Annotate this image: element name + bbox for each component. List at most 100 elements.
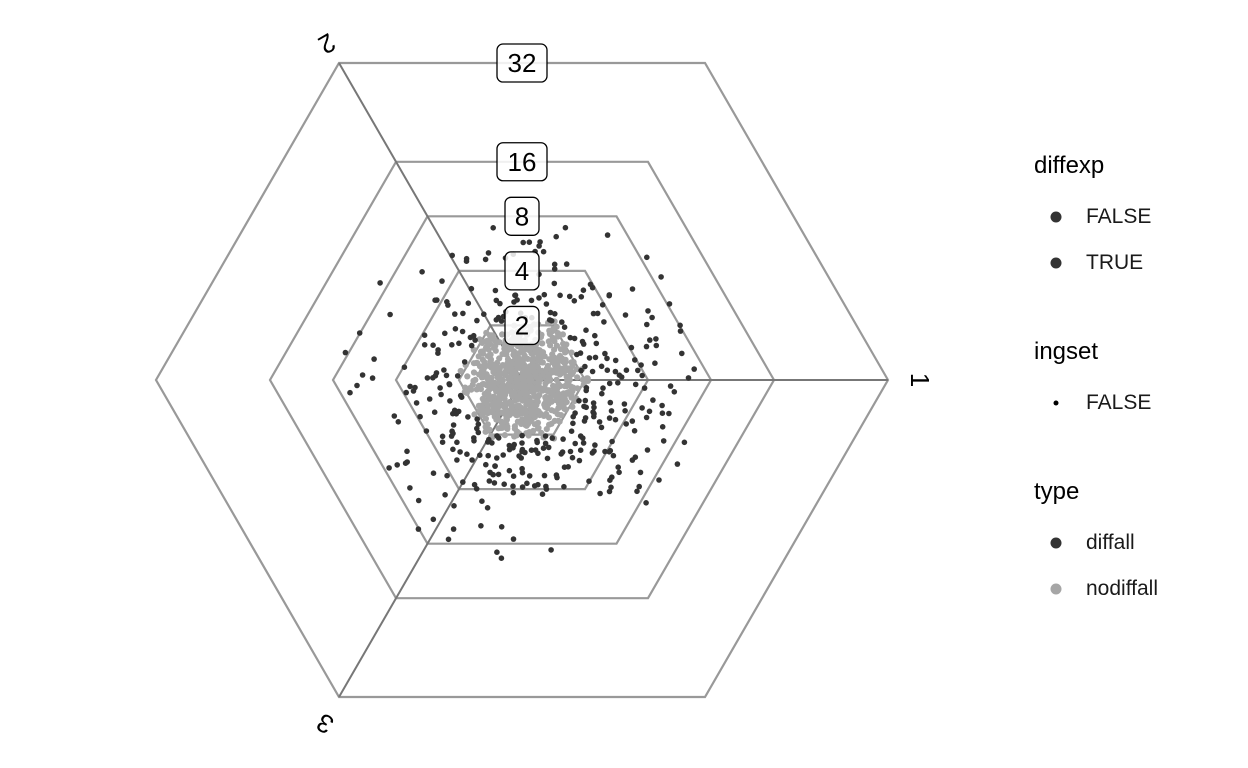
point-nodiffall [510,389,518,397]
point-diffall [471,438,477,444]
point-nodiffall [505,381,512,388]
point-diffall [386,465,392,471]
point-diffall [485,452,492,459]
point-diffall [536,243,542,249]
point-nodiffall [555,417,562,424]
point-diffall [516,453,522,459]
point-diffall [463,258,470,265]
point-diffall [656,477,662,483]
point-diffall [470,332,477,339]
ring-hexagon [331,215,713,545]
legend-label: nodiffall [1086,577,1159,600]
point-diffall [581,418,588,424]
point-diffall [594,310,601,317]
point-diffall [551,261,558,268]
point-diffall [454,457,460,463]
point-nodiffall [569,403,576,410]
point-diffall [430,342,436,349]
point-diffall [487,469,493,476]
axis-line-3 [338,379,523,698]
point-nodiffall [492,339,500,346]
point-nodiffall [521,379,528,386]
point-diffall [612,416,619,423]
point-diffall [644,321,650,328]
point-diffall [653,336,659,342]
point-nodiffall [479,356,486,363]
point-diffall [506,467,513,474]
point-diffall [638,362,644,368]
point-diffall [591,410,597,417]
point-diffall [571,335,578,342]
point-nodiffall [562,349,569,356]
point-nodiffall [464,373,471,380]
point-diffall [674,461,681,467]
point-diffall [415,497,422,504]
point-diffall [391,413,398,419]
point-nodiffall [546,356,553,363]
point-diffall [421,332,428,339]
point-diffall [542,440,549,447]
point-nodiffall [501,410,508,417]
point-nodiffall [489,361,496,368]
point-diffall [439,433,446,440]
point-diffall [590,400,597,406]
point-diffall [547,309,554,316]
point-diffall [457,449,463,455]
point-nodiffall [568,383,575,390]
point-nodiffall [479,348,486,355]
point-diffall [540,445,547,452]
point-diffall [592,442,598,448]
point-diffall [519,440,525,446]
axis-label-1: 1 [905,373,935,387]
point-nodiffall [511,433,518,440]
point-nodiffall [457,367,464,375]
point-nodiffall [498,418,505,425]
point-diffall [475,421,482,428]
point-nodiffall [527,401,534,408]
point-nodiffall [521,366,528,373]
point-nodiffall [492,385,499,392]
point-diffall [430,470,437,477]
point-diffall [450,430,456,437]
point-diffall [570,413,576,420]
point-diffall [643,343,650,350]
point-nodiffall [510,351,517,358]
point-diffall [445,536,452,543]
point-nodiffall [534,398,541,405]
point-diffall [455,408,462,415]
point-diffall [439,278,445,284]
point-diffall [587,281,594,288]
point-diffall [568,428,575,435]
point-diffall [628,344,635,351]
point-nodiffall [549,351,556,358]
point-diffall [639,405,645,411]
point-nodiffall [496,393,503,400]
point-diffall [610,452,617,459]
ring-hexagon [154,61,890,699]
point-diffall [650,397,656,403]
point-diffall [660,438,667,444]
point-nodiffall [494,411,501,418]
point-diffall [540,248,547,255]
point-diffall [485,439,491,445]
point-diffall [604,367,611,374]
point-diffall [653,342,660,349]
ring-grid [154,61,890,699]
legend-ingset: ingset FALSE [1034,338,1151,426]
point-diffall [481,311,487,318]
point-diffall [644,254,650,261]
point-diffall [541,472,548,479]
point-nodiffall [502,372,509,379]
point-nodiffall [503,351,510,358]
point-diffall [446,381,453,387]
point-nodiffall [535,424,542,432]
point-diffall [449,342,455,348]
point-nodiffall [484,409,491,417]
point-nodiffall [479,339,486,346]
point-diffall [474,317,480,324]
point-nodiffall [485,391,492,398]
point-nodiffall [522,393,529,400]
point-diffall [641,385,648,391]
point-nodiffall [529,357,536,364]
point-diffall [652,360,658,367]
